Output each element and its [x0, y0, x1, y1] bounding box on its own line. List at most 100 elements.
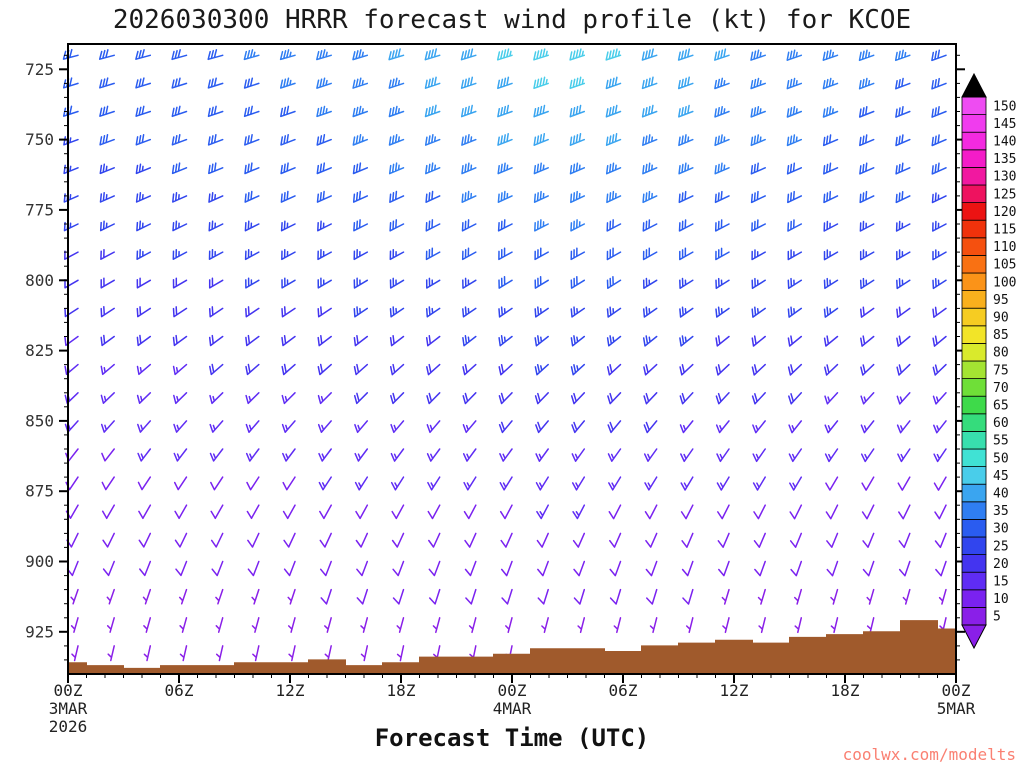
wind-barb	[679, 392, 694, 405]
wind-barb	[642, 335, 658, 347]
wind-barb	[215, 617, 224, 633]
colorbar-label: 30	[993, 522, 1009, 537]
wind-barb	[608, 476, 622, 491]
wind-barb	[352, 49, 369, 61]
wind-barb	[497, 132, 513, 146]
wind-barb	[606, 276, 622, 289]
wind-barb	[533, 48, 549, 61]
wind-barb	[498, 275, 513, 289]
wind-barb	[390, 476, 405, 491]
wind-barb	[605, 132, 622, 146]
wind-barb	[750, 105, 766, 118]
colorbar-segment	[961, 395, 987, 415]
wind-barb	[751, 219, 766, 232]
wind-barb	[425, 306, 441, 318]
wind-barb	[465, 588, 477, 605]
colorbar-segment	[961, 607, 987, 626]
wind-barb	[287, 617, 296, 633]
wind-barb	[573, 560, 586, 577]
wind-barb	[902, 588, 911, 605]
wind-barb	[318, 448, 332, 462]
x-tick-label: 12Z	[276, 681, 305, 700]
wind-barb	[535, 420, 549, 434]
colorbar-segment	[961, 290, 987, 309]
wind-barb	[245, 334, 260, 347]
wind-barb	[172, 220, 188, 232]
wind-barb	[245, 306, 260, 318]
colorbar-label: 90	[993, 311, 1009, 326]
wind-barb	[281, 420, 296, 433]
wind-barb	[534, 335, 549, 347]
wind-barb	[135, 191, 152, 203]
colorbar-label: 85	[993, 328, 1009, 343]
wind-barb	[426, 420, 441, 434]
wind-barb	[209, 392, 224, 405]
wind-barb	[715, 363, 730, 376]
wind-barb	[70, 617, 79, 633]
wind-barb	[643, 363, 658, 376]
wind-barb	[281, 306, 296, 318]
wind-barb	[171, 49, 188, 61]
wind-barb	[244, 220, 260, 232]
wind-barb	[499, 448, 513, 462]
wind-barb	[281, 277, 296, 289]
wind-barb	[934, 532, 947, 549]
wind-barb	[209, 363, 224, 376]
wind-barb	[534, 363, 549, 376]
wind-barb	[208, 220, 224, 232]
wind-barb	[317, 306, 332, 318]
chart-title: 2026030300 HRRR forecast wind profile (k…	[112, 5, 912, 35]
wind-barb	[535, 448, 549, 462]
wind-barb	[320, 588, 332, 605]
colorbar-segment	[961, 202, 987, 221]
wind-barb	[606, 190, 622, 204]
wind-barb	[246, 476, 260, 491]
wind-barb	[389, 249, 405, 261]
wind-barb	[63, 220, 79, 232]
wind-barb	[461, 162, 477, 175]
wind-barb	[135, 105, 152, 117]
wind-barb	[354, 476, 369, 491]
wind-barb	[751, 306, 766, 318]
wind-barb	[931, 134, 947, 147]
wind-barb	[605, 76, 622, 90]
wind-barb	[824, 392, 839, 405]
wind-barb	[606, 306, 622, 318]
wind-barb	[577, 617, 586, 634]
wind-barb	[859, 162, 875, 175]
wind-barb	[425, 335, 441, 347]
wind-barb	[173, 420, 188, 433]
wind-barb	[896, 363, 911, 376]
wind-barb	[714, 162, 730, 175]
wind-barb	[788, 420, 803, 434]
wind-barb	[605, 48, 622, 61]
wind-barb	[677, 76, 694, 90]
x-year-label: 2026	[49, 717, 88, 736]
wind-barb	[106, 588, 115, 605]
colorbar-label: 65	[993, 399, 1009, 414]
colorbar-label: 25	[993, 539, 1009, 554]
wind-barb	[317, 363, 332, 376]
wind-barb	[498, 335, 513, 347]
wind-barb	[499, 476, 513, 491]
wind-barb	[281, 392, 296, 405]
wind-barb	[136, 306, 152, 318]
wind-barb	[352, 162, 369, 175]
wind-barb	[317, 220, 332, 232]
wind-barb	[172, 306, 188, 318]
wind-barb	[605, 104, 622, 118]
wind-barb	[388, 77, 405, 89]
wind-barb	[179, 617, 188, 633]
wind-barb	[172, 192, 188, 203]
colorbar-label: 15	[993, 575, 1009, 590]
wind-barb	[210, 476, 224, 491]
wind-barb	[391, 532, 405, 548]
wind-barb	[71, 645, 79, 662]
wind-barb	[896, 335, 911, 347]
wind-barb	[319, 560, 332, 577]
wind-barb	[751, 392, 766, 405]
wind-barb	[715, 335, 730, 347]
wind-barb	[209, 448, 224, 462]
wind-barb	[644, 476, 658, 491]
